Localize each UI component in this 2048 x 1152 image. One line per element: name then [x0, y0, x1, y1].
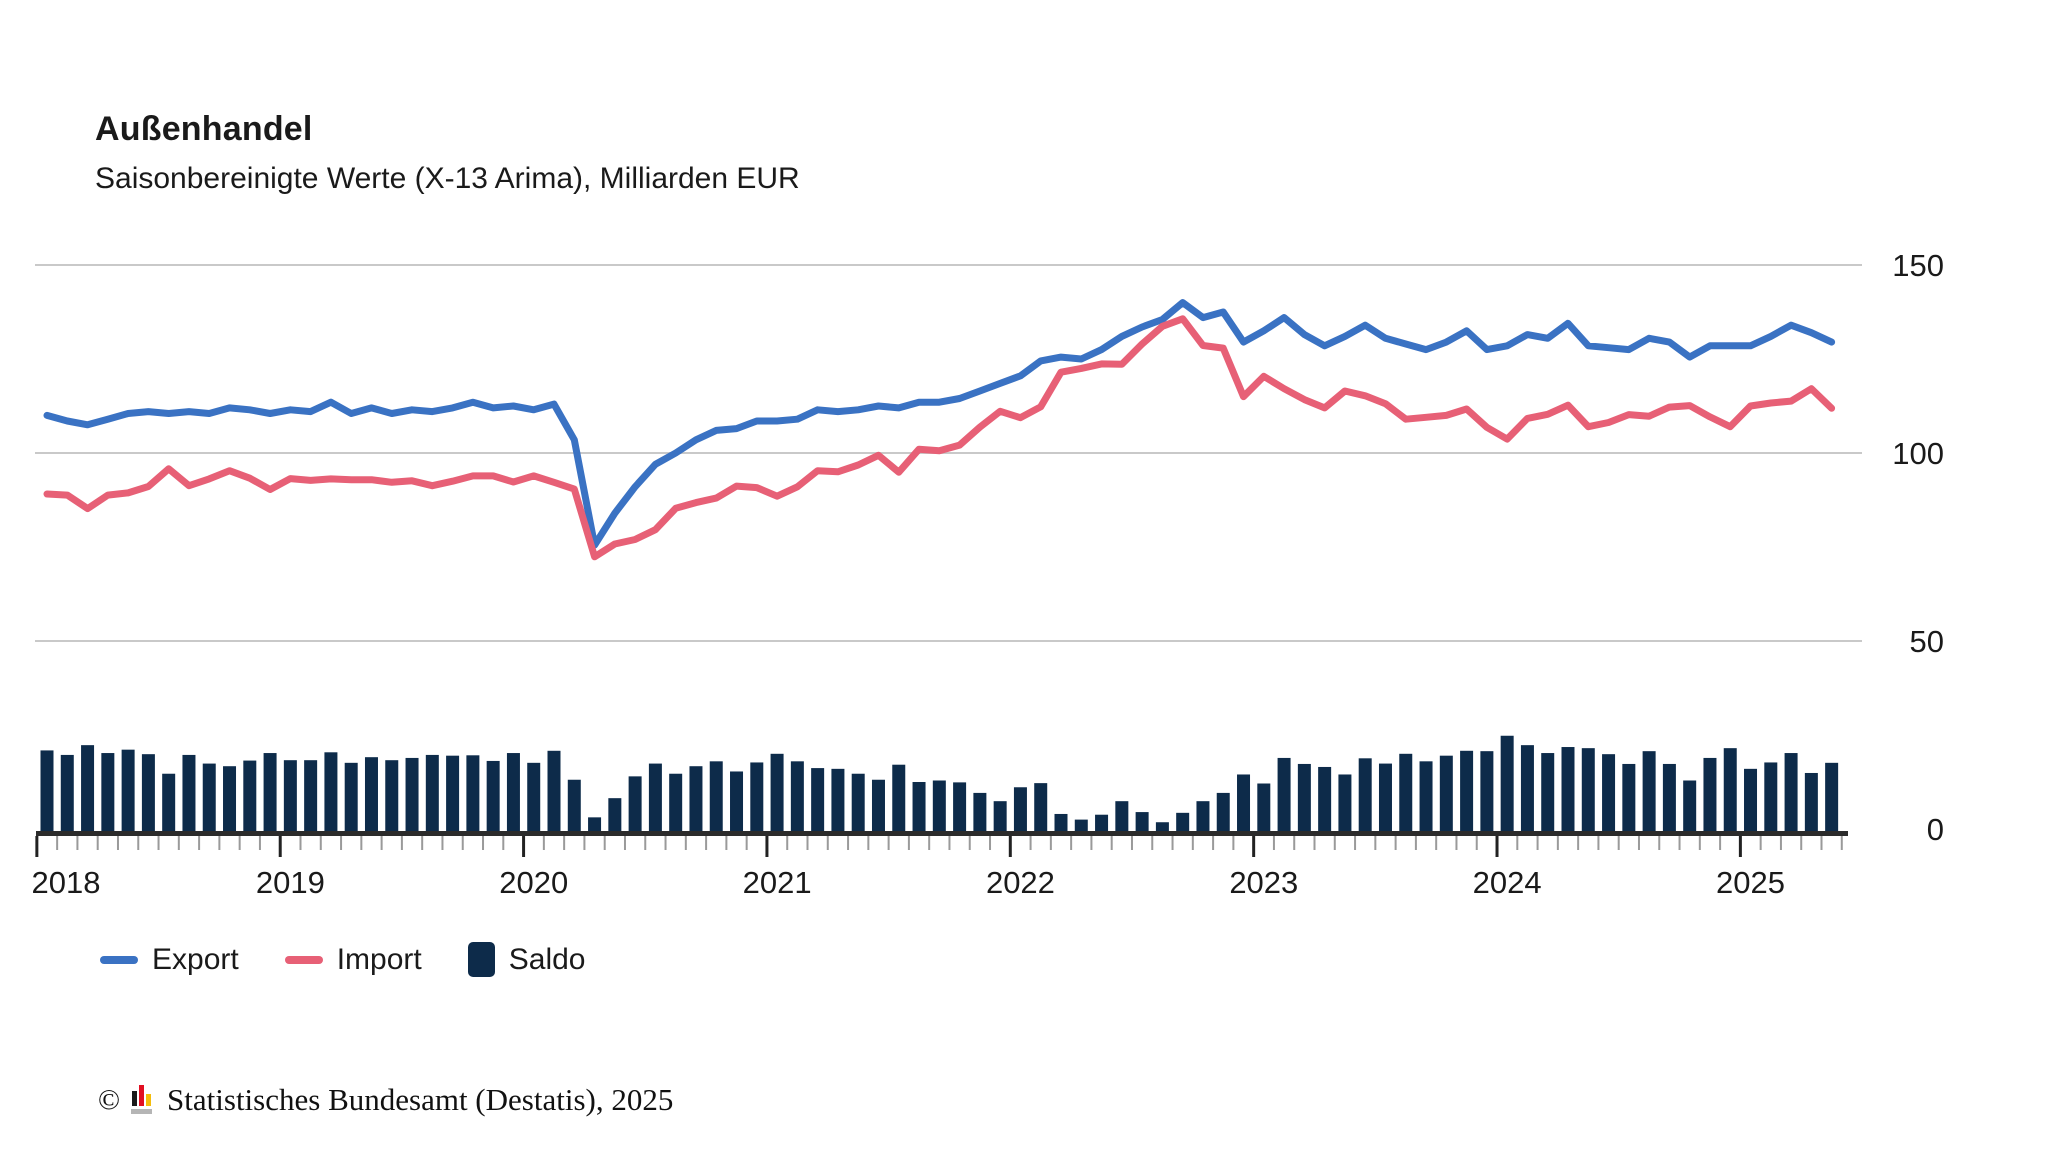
svg-text:2024: 2024 [1473, 865, 1542, 900]
svg-text:2018: 2018 [32, 865, 101, 900]
legend-label-saldo: Saldo [508, 942, 586, 976]
chart-legend: Export Import Saldo [100, 942, 585, 977]
source-text: Statistisches Bundesamt (Destatis), 2025 [167, 1082, 674, 1117]
x-axis [35, 831, 1848, 857]
import-line [43, 315, 1836, 561]
chart-subtitle: Saisonbereinigte Werte (X-13 Arima), Mil… [95, 162, 800, 195]
svg-text:2023: 2023 [1229, 865, 1298, 900]
saldo-bar-swatch [467, 942, 495, 977]
x-axis-labels: 2018 2019 2020 2021 2022 2023 2024 2025 [32, 865, 1785, 900]
export-line-swatch [100, 955, 138, 964]
svg-text:2021: 2021 [743, 865, 812, 900]
legend-item-saldo: Saldo [467, 942, 586, 977]
y-axis-labels: 0 50 100 150 [1892, 248, 1944, 847]
svg-text:2022: 2022 [986, 865, 1055, 900]
saldo-bars [40, 735, 1839, 832]
gridlines [35, 264, 1862, 642]
legend-label-import: Import [336, 942, 422, 976]
svg-text:150: 150 [1892, 248, 1944, 283]
destatis-bar-chart-logo-icon [131, 1085, 153, 1114]
svg-text:0: 0 [1927, 812, 1944, 847]
export-line [43, 299, 1836, 549]
svg-text:2025: 2025 [1716, 865, 1785, 900]
source-attribution: © Statistisches Bundesamt (Destatis), 20… [98, 1082, 673, 1118]
import-line-swatch [284, 955, 323, 964]
legend-item-export: Export [100, 943, 239, 977]
chart-title: Außenhandel [95, 110, 313, 148]
legend-label-export: Export [152, 942, 239, 976]
legend-item-import: Import [284, 942, 422, 977]
svg-text:2020: 2020 [499, 865, 568, 900]
svg-text:2019: 2019 [256, 865, 325, 900]
svg-text:100: 100 [1892, 436, 1944, 471]
copyright-symbol: © [98, 1083, 121, 1116]
svg-text:50: 50 [1910, 624, 1944, 659]
